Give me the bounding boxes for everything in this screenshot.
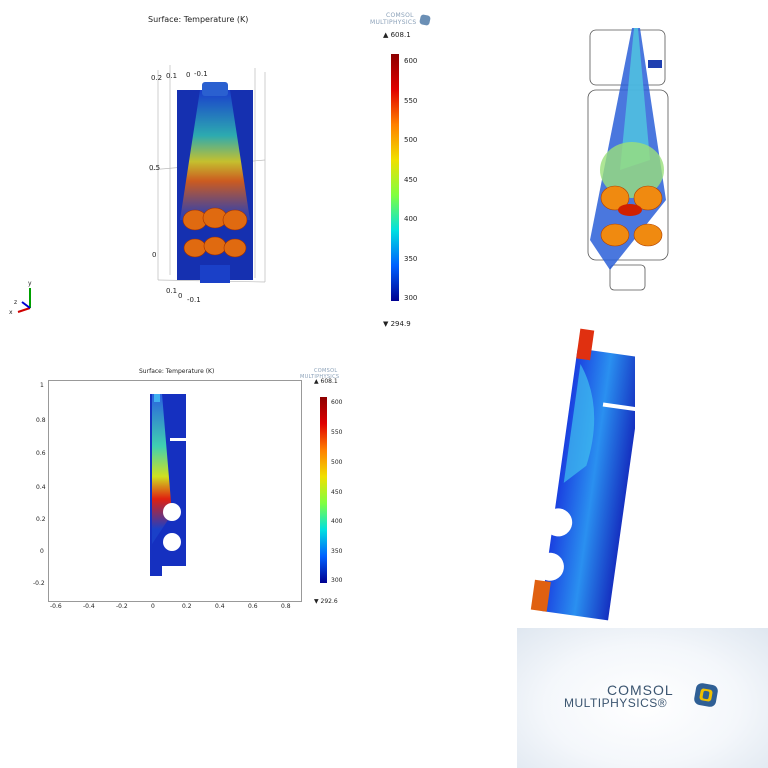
plot-title: Surface: Temperature (K) — [148, 15, 249, 24]
y-tick: 0.4 — [36, 484, 46, 491]
colorbar-tick: 600 — [331, 399, 343, 406]
panel-2d-surface-plot: Surface: Temperature (K) COMSOL MULTIPHY… — [0, 360, 384, 620]
colorbar-tick: 550 — [404, 97, 418, 105]
axis-tick: 0.1 — [166, 287, 178, 295]
colorbar-max-label: ▲ 608.1 — [314, 378, 338, 385]
comsol-brand-panel: COMSOL MULTIPHYSICS® — [517, 628, 768, 768]
colorbar-tick: 550 — [331, 429, 343, 436]
axis-tick: 0 — [178, 292, 183, 300]
colorbar-2d — [320, 397, 327, 583]
colorbar-3d — [391, 54, 399, 301]
axis-tick: -0.1 — [194, 70, 208, 78]
triad-label-z: z — [14, 299, 18, 306]
comsol-logo-small: COMSOL MULTIPHYSICS — [300, 368, 340, 380]
axis-triad-icon — [17, 288, 31, 313]
y-tick: 0.2 — [36, 516, 46, 523]
axis-tick: 0.2 — [151, 74, 163, 82]
axis-tick: 0.5 — [149, 164, 161, 172]
comsol-logo-icon — [419, 14, 431, 26]
comsol-logo-small: COMSOL MULTIPHYSICS — [368, 12, 438, 30]
x-tick: 0.2 — [182, 603, 192, 610]
x-tick: 0.6 — [248, 603, 258, 610]
model-3d-isosurface-render — [587, 28, 669, 291]
comsol-logo-icon — [694, 683, 718, 707]
colorbar-tick: 400 — [404, 215, 418, 223]
model-2d-cross-section — [150, 394, 186, 576]
colorbar-max-label: ▲ 608.1 — [383, 31, 411, 39]
colorbar-min-label: ▼ 294.9 — [383, 320, 411, 328]
triad-label-x: x — [9, 309, 13, 316]
axis-tick: 0 — [186, 71, 191, 79]
colorbar-tick: 300 — [404, 294, 418, 302]
y-tick: 1 — [40, 382, 44, 389]
colorbar-tick: 600 — [404, 57, 418, 65]
colorbar-tick: 400 — [331, 518, 343, 525]
colorbar-tick: 500 — [404, 136, 418, 144]
colorbar-tick: 350 — [331, 548, 343, 555]
panel-3d-surface-plot: Surface: Temperature (K) COMSOL MULTIPHY… — [0, 0, 431, 330]
y-tick: 0 — [40, 548, 44, 555]
colorbar-tick: 350 — [404, 255, 418, 263]
colorbar-tick: 450 — [404, 176, 418, 184]
colorbar-tick: 500 — [331, 459, 343, 466]
y-tick: -0.2 — [33, 580, 45, 587]
x-tick: -0.6 — [50, 603, 62, 610]
y-tick: 0.8 — [36, 417, 46, 424]
x-tick: 0.4 — [215, 603, 225, 610]
x-tick: 0 — [151, 603, 155, 610]
colorbar-min-label: ▼ 292.6 — [314, 598, 338, 605]
colorbar-tick: 450 — [331, 489, 343, 496]
model-2d-slice-rotated — [528, 328, 635, 621]
y-tick: 0.6 — [36, 450, 46, 457]
x-tick: -0.2 — [116, 603, 128, 610]
plot-title: Surface: Temperature (K) — [139, 368, 215, 375]
x-tick: -0.4 — [83, 603, 95, 610]
axis-tick: 0.1 — [166, 72, 178, 80]
x-tick: 0.8 — [281, 603, 291, 610]
triad-label-y: y — [28, 280, 32, 287]
axis-tick: -0.1 — [187, 296, 201, 304]
colorbar-tick: 300 — [331, 577, 343, 584]
model-3d-view — [149, 65, 266, 283]
axis-tick: 0 — [152, 251, 157, 259]
